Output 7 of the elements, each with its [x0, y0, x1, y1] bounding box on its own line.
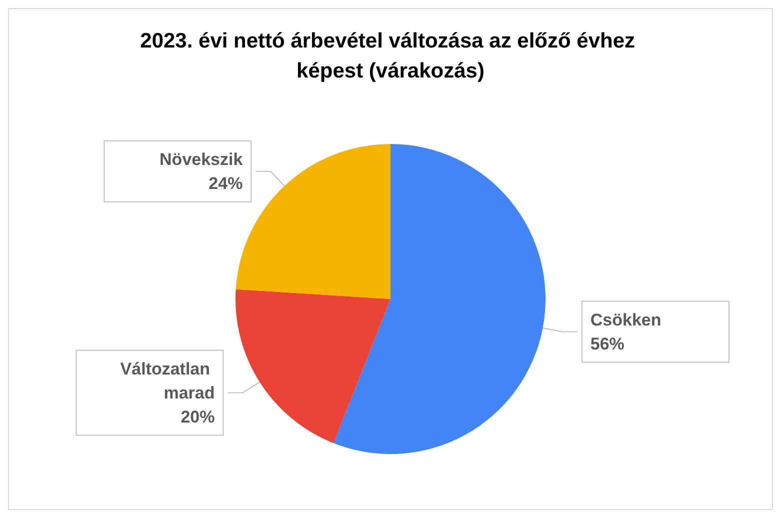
- data-label: 24%: [208, 174, 243, 193]
- chart-title: 2023. évi nettó árbevétel változása az előző évhez képest (várakozás): [140, 30, 641, 82]
- slice-label: Növekszik: [160, 150, 244, 169]
- slice-label: Változatlan marad: [120, 359, 215, 402]
- data-label: 20%: [180, 407, 215, 426]
- data-label: 56%: [590, 334, 624, 354]
- slice-label: Csökken: [590, 310, 662, 330]
